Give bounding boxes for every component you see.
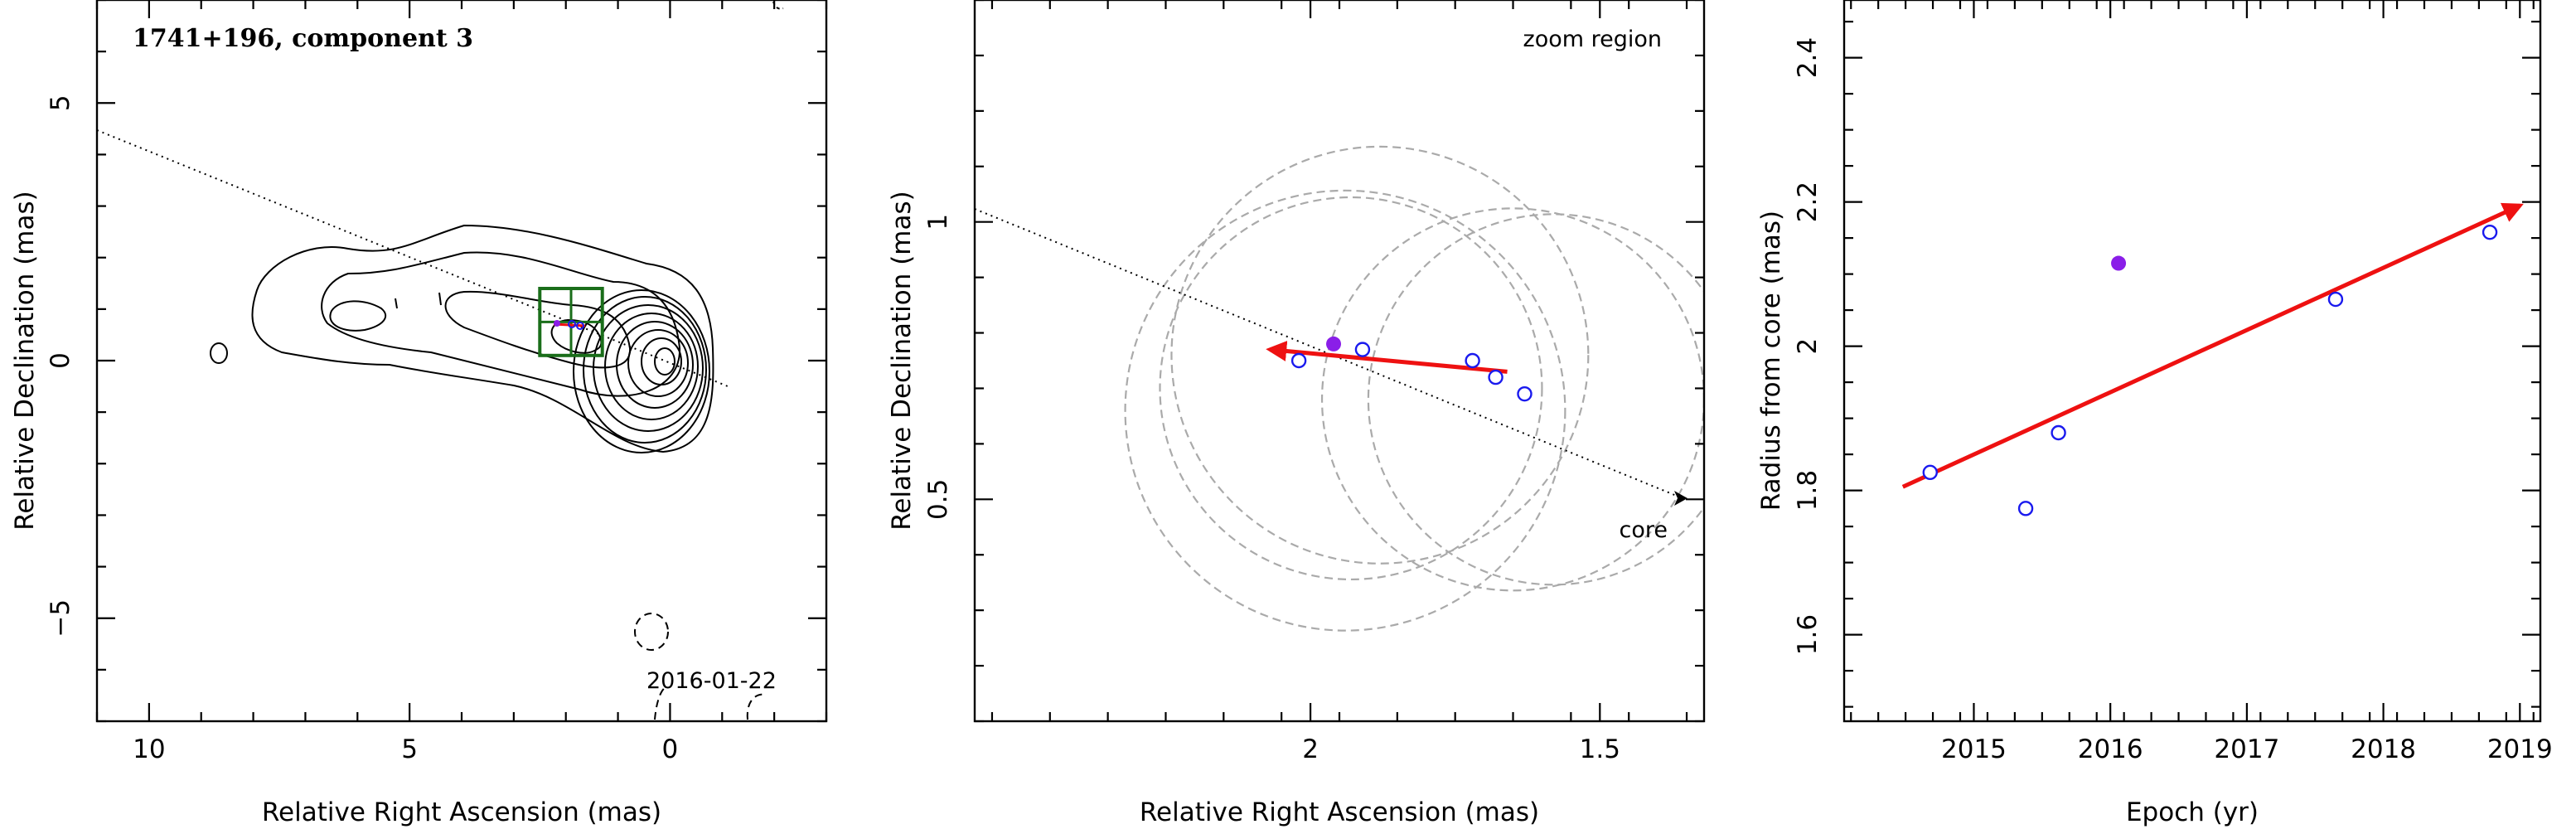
panel-3-x-axis-label: Epoch (yr) [2126, 797, 2259, 827]
beam-circles [1124, 145, 1704, 632]
panel-1-title: 1741+196, component 3 [133, 24, 473, 53]
panel-1-y-tick-label: 5 [46, 95, 75, 111]
panel-3-x-tick-label: 2018 [2351, 734, 2416, 764]
panel-2-frame [973, 0, 1706, 723]
mini-markers [553, 320, 586, 330]
panel-2-x-axis-label: Relative Right Ascension (mas) [1140, 797, 1539, 827]
zoom-region-label: zoom region [1523, 27, 1662, 52]
panel-1-x-tick-label: 0 [662, 734, 679, 764]
motion-arrow [1266, 341, 1508, 374]
panel-2-ticks: 2 1.5 1 0.5 [923, 0, 1704, 764]
open-point [2017, 501, 2034, 516]
panel-1-ticks: 10 5 0 5 0 −5 [46, 0, 828, 764]
panel-3-ticks: 2015 2016 2017 2018 2019 1.6 1.8 2 2.2 2.4 [1793, 0, 2553, 764]
panel-2-zoom-region: 2 1.5 1 0.5 zoom region core Relative Right… [887, 0, 1706, 827]
panel-3-x-tick-label: 2019 [2487, 734, 2553, 764]
beam-circle [1124, 189, 1566, 632]
open-point [2327, 291, 2344, 308]
panel-3-frame [1842, 0, 2542, 723]
open-point [1517, 385, 1533, 402]
core-label: core [1620, 517, 1668, 543]
panel-3-radius-vs-epoch: 2015 2016 2017 2018 2019 1.6 1.8 2 2.2 2.4 Epoch … [1756, 0, 2553, 827]
jet-axis-line [97, 129, 729, 387]
panel-3-y-tick-label: 1.8 [1793, 470, 1823, 511]
open-point [2051, 424, 2066, 441]
core-contours [573, 289, 710, 453]
filled-point [2111, 255, 2127, 271]
epoch-label: 2016-01-22 [646, 668, 777, 694]
open-point [2482, 224, 2498, 240]
open-point [1922, 464, 1938, 481]
panel-1-y-tick-label: 0 [46, 352, 75, 369]
panel-2-y-axis-label: Relative Declination (mas) [887, 191, 917, 531]
beam-circle [1367, 213, 1704, 586]
zoom-box [538, 287, 604, 357]
panel-1-plot-area [97, 1, 784, 720]
panel-1-y-axis-label: Relative Declination (mas) [10, 191, 40, 531]
panel-3-x-tick-label: 2015 [1941, 734, 2007, 764]
linear-fit-arrow [1901, 202, 2524, 489]
panel-3-x-tick-label: 2016 [2078, 734, 2143, 764]
panel-2-x-tick-label: 1.5 [1580, 734, 1620, 764]
panel-1-y-tick-label: −5 [46, 599, 75, 638]
panel-1-contour-map: 10 5 0 5 0 −5 1741+196, component 3 2016-01-2… [10, 0, 828, 827]
open-point [1488, 369, 1503, 385]
beam-circle [1170, 145, 1590, 565]
open-point [1465, 352, 1480, 369]
panel-3-y-tick-label: 2.4 [1793, 37, 1823, 78]
panel-3-x-tick-label: 2017 [2214, 734, 2279, 764]
panel-3-y-tick-label: 1.6 [1793, 614, 1823, 655]
panel-1-x-axis-label: Relative Right Ascension (mas) [262, 797, 661, 827]
panel-2-y-tick-label: 0.5 [923, 479, 953, 520]
open-point [1290, 352, 1307, 369]
panel-2-plot-area [975, 145, 1704, 632]
radius-points [1922, 224, 2498, 516]
panel-2-x-tick-label: 2 [1302, 734, 1319, 764]
panel-1-x-tick-label: 5 [401, 734, 418, 764]
filled-point [1326, 336, 1342, 351]
panel-1-x-tick-label: 10 [133, 734, 165, 764]
panel-3-y-tick-label: 2 [1793, 338, 1823, 355]
panel-2-y-tick-label: 1 [923, 214, 953, 230]
position-points [1290, 336, 1533, 402]
open-point [1354, 342, 1371, 357]
beam-circle [1159, 196, 1543, 581]
core-direction-arrowhead [1674, 491, 1687, 506]
beam-circle [1321, 207, 1704, 592]
panel-3-y-tick-label: 2.2 [1793, 182, 1823, 222]
panel-3-y-axis-label: Radius from core (mas) [1756, 211, 1786, 511]
